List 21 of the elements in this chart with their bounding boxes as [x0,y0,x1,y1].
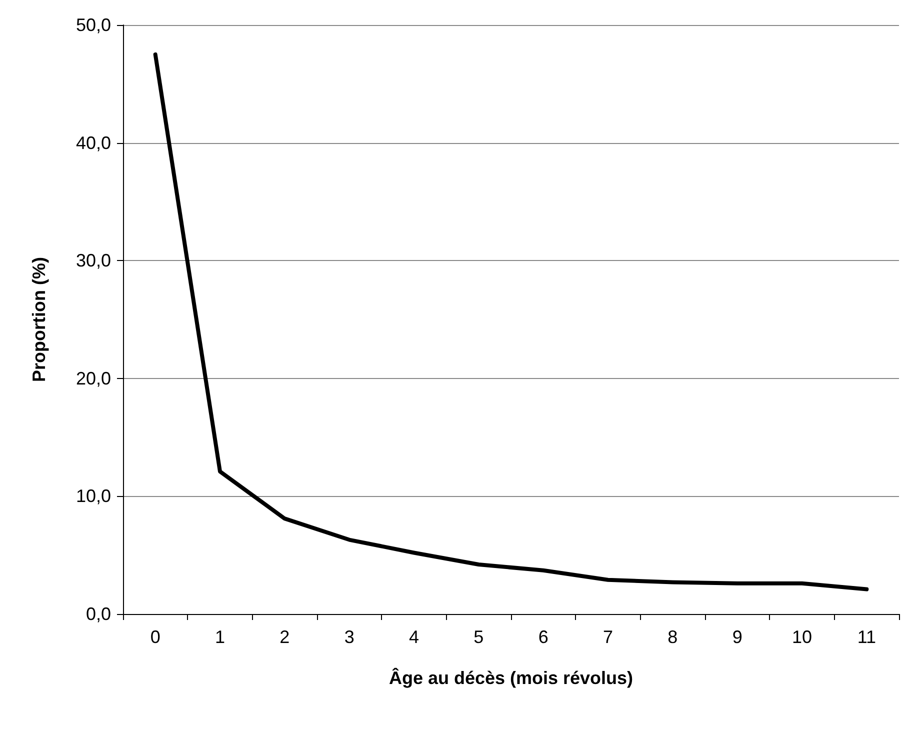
x-tick-label: 1 [214,627,226,647]
y-axis-title: Proportion (%) [29,257,49,382]
x-tick-label: 6 [538,627,548,647]
y-tick-label: 0,0 [86,604,111,624]
y-tick-label: 50,0 [76,15,111,35]
x-tick-label: 8 [668,627,678,647]
line-series [153,52,869,592]
x-tick-label: 0 [150,627,160,647]
x-tick-label: 7 [602,627,614,647]
x-tick-label: 9 [732,627,742,647]
x-tick-label: 11 [857,627,876,647]
x-axis-title: Âge au décès (mois révolus) [388,667,634,688]
y-tick-label: 10,0 [76,486,111,506]
y-tick-label: 30,0 [76,250,111,271]
x-tick-label: 10 [792,627,812,647]
x-tick-label: 5 [474,627,484,647]
x-tick-label: 3 [344,627,354,647]
x-tick-label: 4 [408,627,420,647]
x-tick-label: 2 [280,627,290,647]
y-tick-label: 20,0 [76,368,111,388]
y-tick-label: 40,0 [76,132,111,153]
